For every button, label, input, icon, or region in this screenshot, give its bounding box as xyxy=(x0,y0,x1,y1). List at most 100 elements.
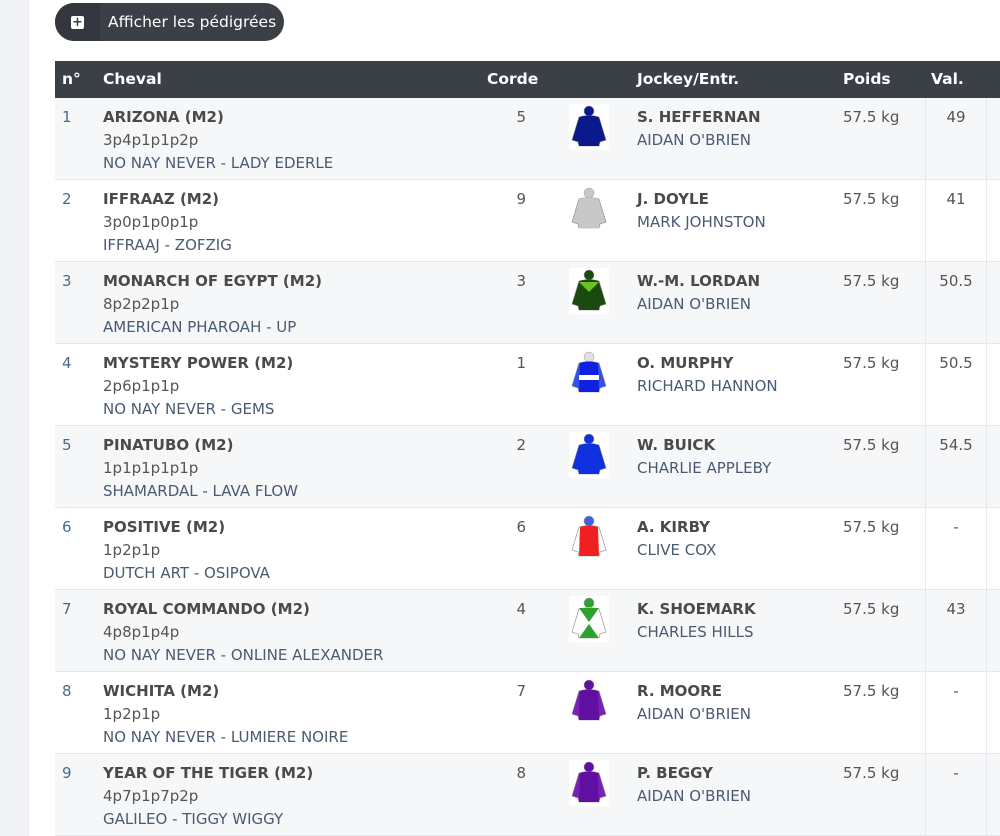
header-num[interactable]: n° xyxy=(62,70,81,88)
jockey-name[interactable]: W.-M. LORDAN xyxy=(637,272,761,290)
table-row[interactable]: 4 MYSTERY POWER (M2) 2p6p1p1p NO NAY NEV… xyxy=(55,344,1000,426)
header-horse[interactable]: Cheval xyxy=(103,70,162,88)
horse-pedigree: SHAMARDAL - LAVA FLOW xyxy=(103,482,298,500)
table-row[interactable]: 5 PINATUBO (M2) 1p1p1p1p1p SHAMARDAL - L… xyxy=(55,426,1000,508)
runner-number: 3 xyxy=(62,272,72,290)
jockey-name[interactable]: R. MOORE xyxy=(637,682,722,700)
jockey-silks-icon xyxy=(569,104,609,150)
jockey-name[interactable]: P. BEGGY xyxy=(637,764,713,782)
table-row[interactable]: 1 ARIZONA (M2) 3p4p1p1p2p NO NAY NEVER -… xyxy=(55,98,1000,180)
horse-pedigree: GALILEO - TIGGY WIGGY xyxy=(103,810,284,828)
jockey-name[interactable]: J. DOYLE xyxy=(637,190,709,208)
horse-name[interactable]: MYSTERY POWER (M2) xyxy=(103,354,294,372)
draw-number: 2 xyxy=(516,436,526,454)
jockey-silks-icon xyxy=(569,186,609,232)
jockey-name[interactable]: O. MURPHY xyxy=(637,354,734,372)
horse-pedigree: NO NAY NEVER - LADY EDERLE xyxy=(103,154,334,172)
runner-number: 4 xyxy=(62,354,72,372)
jockey-silks-icon xyxy=(569,350,609,396)
weight: 57.5 kg xyxy=(843,272,900,290)
horse-name[interactable]: YEAR OF THE TIGER (M2) xyxy=(103,764,314,782)
weight: 57.5 kg xyxy=(843,354,900,372)
trainer-name[interactable]: CHARLES HILLS xyxy=(637,623,754,641)
jockey-name[interactable]: A. KIRBY xyxy=(637,518,711,536)
runner-number: 9 xyxy=(62,764,72,782)
draw-number: 7 xyxy=(516,682,526,700)
jockey-name[interactable]: W. BUICK xyxy=(637,436,716,454)
header-poids[interactable]: Poids xyxy=(843,70,891,88)
draw-number: 4 xyxy=(516,600,526,618)
horse-form: 8p2p2p1p xyxy=(103,295,180,313)
runner-number: 2 xyxy=(62,190,72,208)
table-row[interactable]: 9 YEAR OF THE TIGER (M2) 4p7p1p7p2p GALI… xyxy=(55,754,1000,836)
trainer-name[interactable]: MARK JOHNSTON xyxy=(637,213,766,231)
rating-value: 54.5 xyxy=(925,426,987,508)
runner-number: 1 xyxy=(62,108,72,126)
horse-form: 1p2p1p xyxy=(103,705,161,723)
jockey-silks-icon xyxy=(569,432,609,478)
horse-name[interactable]: ROYAL COMMANDO (M2) xyxy=(103,600,310,618)
trainer-name[interactable]: CHARLIE APPLEBY xyxy=(637,459,772,477)
horse-name[interactable]: MONARCH OF EGYPT (M2) xyxy=(103,272,323,290)
trainer-name[interactable]: CLIVE COX xyxy=(637,541,717,559)
rating-value: 50.5 xyxy=(925,262,987,344)
jockey-name[interactable]: K. SHOEMARK xyxy=(637,600,756,618)
rating-value: 49 xyxy=(925,98,987,180)
table-row[interactable]: 3 MONARCH OF EGYPT (M2) 8p2p2p1p AMERICA… xyxy=(55,262,1000,344)
jockey-silks-icon xyxy=(569,514,609,560)
rating-value: 41 xyxy=(925,180,987,262)
left-sidebar-edge xyxy=(0,0,29,836)
trainer-name[interactable]: RICHARD HANNON xyxy=(637,377,778,395)
draw-number: 3 xyxy=(516,272,526,290)
draw-number: 5 xyxy=(516,108,526,126)
jockey-silks-icon xyxy=(569,268,609,314)
horse-pedigree: IFFRAAJ - ZOFZIG xyxy=(103,236,232,254)
rating-value: - xyxy=(925,672,987,754)
trainer-name[interactable]: AIDAN O'BRIEN xyxy=(637,131,751,149)
table-row[interactable]: 8 WICHITA (M2) 1p2p1p NO NAY NEVER - LUM… xyxy=(55,672,1000,754)
runner-number: 7 xyxy=(62,600,72,618)
weight: 57.5 kg xyxy=(843,518,900,536)
horse-name[interactable]: PINATUBO (M2) xyxy=(103,436,234,454)
header-corde[interactable]: Corde xyxy=(487,70,539,88)
rating-value: 50.5 xyxy=(925,344,987,426)
weight: 57.5 kg xyxy=(843,682,900,700)
trainer-name[interactable]: AIDAN O'BRIEN xyxy=(637,295,751,313)
horse-name[interactable]: WICHITA (M2) xyxy=(103,682,220,700)
horse-form: 4p8p1p4p xyxy=(103,623,180,641)
horse-form: 1p1p1p1p1p xyxy=(103,459,199,477)
horse-pedigree: AMERICAN PHAROAH - UP xyxy=(103,318,297,336)
horse-pedigree: NO NAY NEVER - ONLINE ALEXANDER xyxy=(103,646,384,664)
horse-form: 1p2p1p xyxy=(103,541,161,559)
table-row[interactable]: 2 IFFRAAZ (M2) 3p0p1p0p1p IFFRAAJ - ZOFZ… xyxy=(55,180,1000,262)
draw-number: 1 xyxy=(516,354,526,372)
horse-pedigree: NO NAY NEVER - LUMIERE NOIRE xyxy=(103,728,349,746)
horse-form: 3p0p1p0p1p xyxy=(103,213,199,231)
rating-value: 43 xyxy=(925,590,987,672)
table-header: n° Cheval Corde Jockey/Entr. Poids Val. xyxy=(55,61,1000,98)
weight: 57.5 kg xyxy=(843,436,900,454)
header-jockey[interactable]: Jockey/Entr. xyxy=(637,70,740,88)
runner-number: 5 xyxy=(62,436,72,454)
header-val[interactable]: Val. xyxy=(931,70,964,88)
show-pedigrees-label: Afficher les pédigrées xyxy=(108,13,277,31)
trainer-name[interactable]: AIDAN O'BRIEN xyxy=(637,787,751,805)
trainer-name[interactable]: AIDAN O'BRIEN xyxy=(637,705,751,723)
jockey-silks-icon xyxy=(569,596,609,642)
horse-name[interactable]: ARIZONA (M2) xyxy=(103,108,224,126)
runner-number: 8 xyxy=(62,682,72,700)
plus-square-icon: + xyxy=(55,3,100,41)
table-row[interactable]: 6 POSITIVE (M2) 1p2p1p DUTCH ART - OSIPO… xyxy=(55,508,1000,590)
horse-pedigree: NO NAY NEVER - GEMS xyxy=(103,400,275,418)
draw-number: 8 xyxy=(516,764,526,782)
table-row[interactable]: 7 ROYAL COMMANDO (M2) 4p8p1p4p NO NAY NE… xyxy=(55,590,1000,672)
jockey-name[interactable]: S. HEFFERNAN xyxy=(637,108,761,126)
horse-form: 2p6p1p1p xyxy=(103,377,180,395)
horse-name[interactable]: IFFRAAZ (M2) xyxy=(103,190,220,208)
weight: 57.5 kg xyxy=(843,190,900,208)
horse-form: 4p7p1p7p2p xyxy=(103,787,199,805)
horse-name[interactable]: POSITIVE (M2) xyxy=(103,518,226,536)
draw-number: 6 xyxy=(516,518,526,536)
runner-number: 6 xyxy=(62,518,72,536)
show-pedigrees-button[interactable]: + Afficher les pédigrées xyxy=(55,3,284,41)
